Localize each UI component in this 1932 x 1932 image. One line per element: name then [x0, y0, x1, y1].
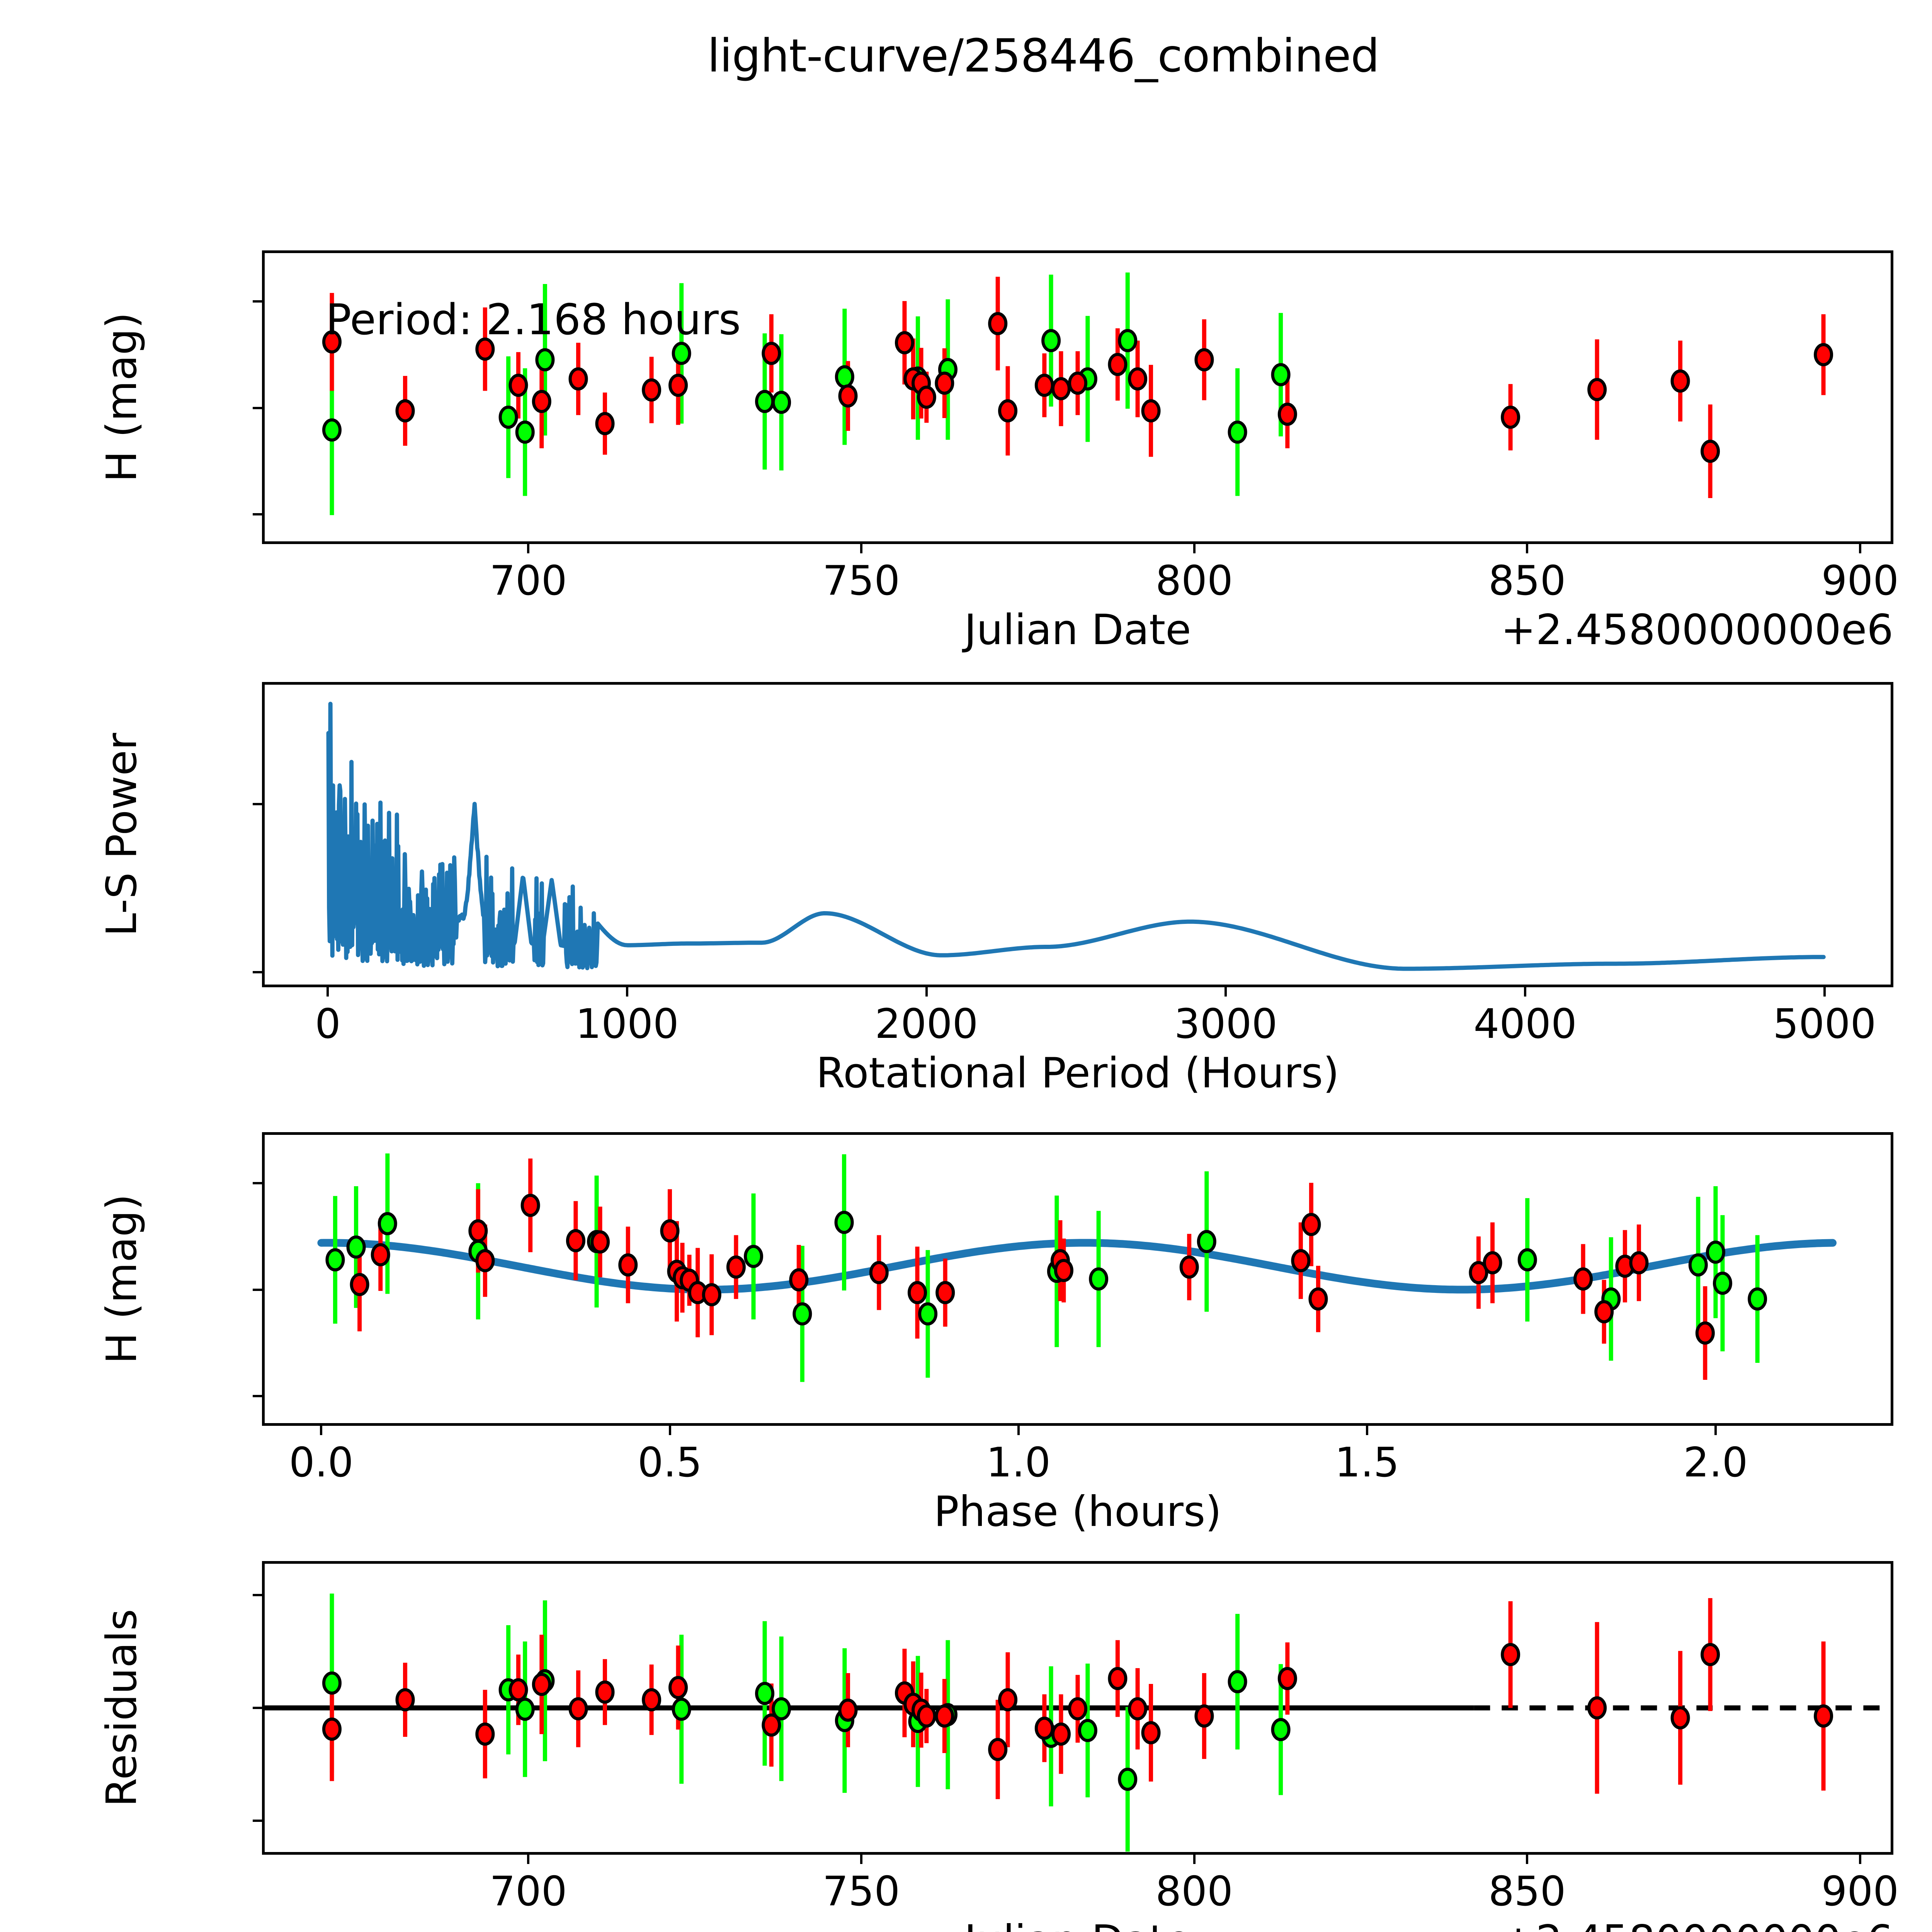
lightcurve-panel-axes-frame: [262, 250, 1893, 544]
phase-folded-panel-xtick-label: 0.0: [289, 1439, 354, 1486]
periodogram-panel-xtick: [1524, 987, 1527, 997]
lightcurve-panel-xtick-label: 800: [1155, 557, 1233, 604]
phase-folded-panel-xtick: [668, 1426, 671, 1435]
figure-title: light-curve/258446_combined: [707, 29, 1380, 82]
residuals-panel-ytick: [253, 1594, 262, 1596]
periodogram-panel-ytick: [253, 803, 262, 805]
residuals-panel-xtick: [1193, 1855, 1196, 1864]
residuals-panel-xtick-label: 850: [1488, 1868, 1566, 1915]
residuals-panel-xaxis-offset-text: +2.4580000000e6: [1484, 1917, 1893, 1932]
residuals-panel-xtick-label: 750: [822, 1868, 900, 1915]
residuals-panel-xtick-label: 800: [1155, 1868, 1233, 1915]
lightcurve-panel-xtick: [860, 544, 862, 553]
periodogram-panel-yaxis-title: L-S Power: [98, 733, 146, 937]
phase-folded-panel-xtick-label: 2.0: [1683, 1439, 1748, 1486]
lightcurve-panel-ytick: [253, 513, 262, 515]
residuals-panel-xtick: [1526, 1855, 1529, 1864]
periodogram-panel-xtick: [626, 987, 629, 997]
periodogram-panel-axes-frame: [262, 682, 1893, 987]
phase-folded-panel-xtick-label: 1.0: [986, 1439, 1051, 1486]
residuals-panel-ytick: [253, 1820, 262, 1822]
lightcurve-panel-xtick-label: 900: [1821, 557, 1899, 604]
periodogram-panel-xtick: [1225, 987, 1227, 997]
phase-folded-panel-ytick: [253, 1182, 262, 1185]
phase-folded-panel-xtick: [320, 1426, 323, 1435]
lightcurve-panel-ytick: [253, 406, 262, 409]
lightcurve-panel-xaxis-offset-text: +2.4580000000e6: [1501, 606, 1893, 654]
phase-folded-panel-xtick: [1714, 1426, 1717, 1435]
phase-folded-panel-xaxis-title: Phase (hours): [934, 1488, 1222, 1536]
periodogram-panel-xtick: [925, 987, 928, 997]
residuals-panel-xtick-label: 900: [1821, 1868, 1899, 1915]
residuals-panel-xaxis-title: Julian Date: [964, 1917, 1191, 1932]
periodogram-panel-xtick: [1823, 987, 1826, 997]
phase-folded-panel-axes-frame: [262, 1132, 1893, 1426]
lightcurve-panel-ytick: [253, 300, 262, 303]
periodogram-panel-xtick-label: 4000: [1473, 1000, 1577, 1048]
periodogram-panel-xtick-label: 3000: [1174, 1000, 1278, 1048]
periodogram-panel-xtick-label: 2000: [875, 1000, 978, 1048]
phase-folded-panel-xtick: [1017, 1426, 1020, 1435]
phase-folded-panel-xtick-label: 0.5: [638, 1439, 702, 1486]
periodogram-panel-xaxis-title: Rotational Period (Hours): [816, 1049, 1339, 1097]
residuals-panel-xtick: [527, 1855, 530, 1864]
lightcurve-panel-xtick-label: 700: [490, 557, 567, 604]
phase-folded-panel-xtick-label: 1.5: [1335, 1439, 1400, 1486]
lightcurve-panel-xtick: [1193, 544, 1196, 553]
residuals-panel-xtick: [860, 1855, 862, 1864]
periodogram-panel-xtick-label: 5000: [1773, 1000, 1876, 1048]
periodogram-panel-xtick: [327, 987, 329, 997]
lightcurve-panel-period-annotation: Period: 2.168 hours: [326, 295, 741, 344]
residuals-panel-ytick: [253, 1707, 262, 1709]
residuals-panel-yaxis-title: Residuals: [98, 1609, 146, 1807]
residuals-panel-xtick-label: 700: [490, 1868, 567, 1915]
lightcurve-panel-xtick-label: 850: [1488, 557, 1566, 604]
lightcurve-panel-xtick: [1859, 544, 1861, 553]
lightcurve-panel-xtick-label: 750: [822, 557, 900, 604]
lightcurve-panel-yaxis-title: H (mag): [98, 312, 146, 482]
phase-folded-panel-yaxis-title: H (mag): [98, 1194, 146, 1364]
residuals-panel-xtick: [1859, 1855, 1861, 1864]
phase-folded-panel-xtick: [1366, 1426, 1368, 1435]
periodogram-panel-ytick: [253, 971, 262, 973]
periodogram-panel-xtick-label: 0: [315, 1000, 341, 1048]
phase-folded-panel-ytick: [253, 1288, 262, 1291]
phase-folded-panel-ytick: [253, 1395, 262, 1397]
periodogram-panel-xtick-label: 1000: [575, 1000, 679, 1048]
lightcurve-panel-xtick: [1526, 544, 1529, 553]
lightcurve-panel-xtick: [527, 544, 530, 553]
residuals-panel-axes-frame: [262, 1561, 1893, 1855]
lightcurve-panel-xaxis-title: Julian Date: [964, 606, 1191, 654]
